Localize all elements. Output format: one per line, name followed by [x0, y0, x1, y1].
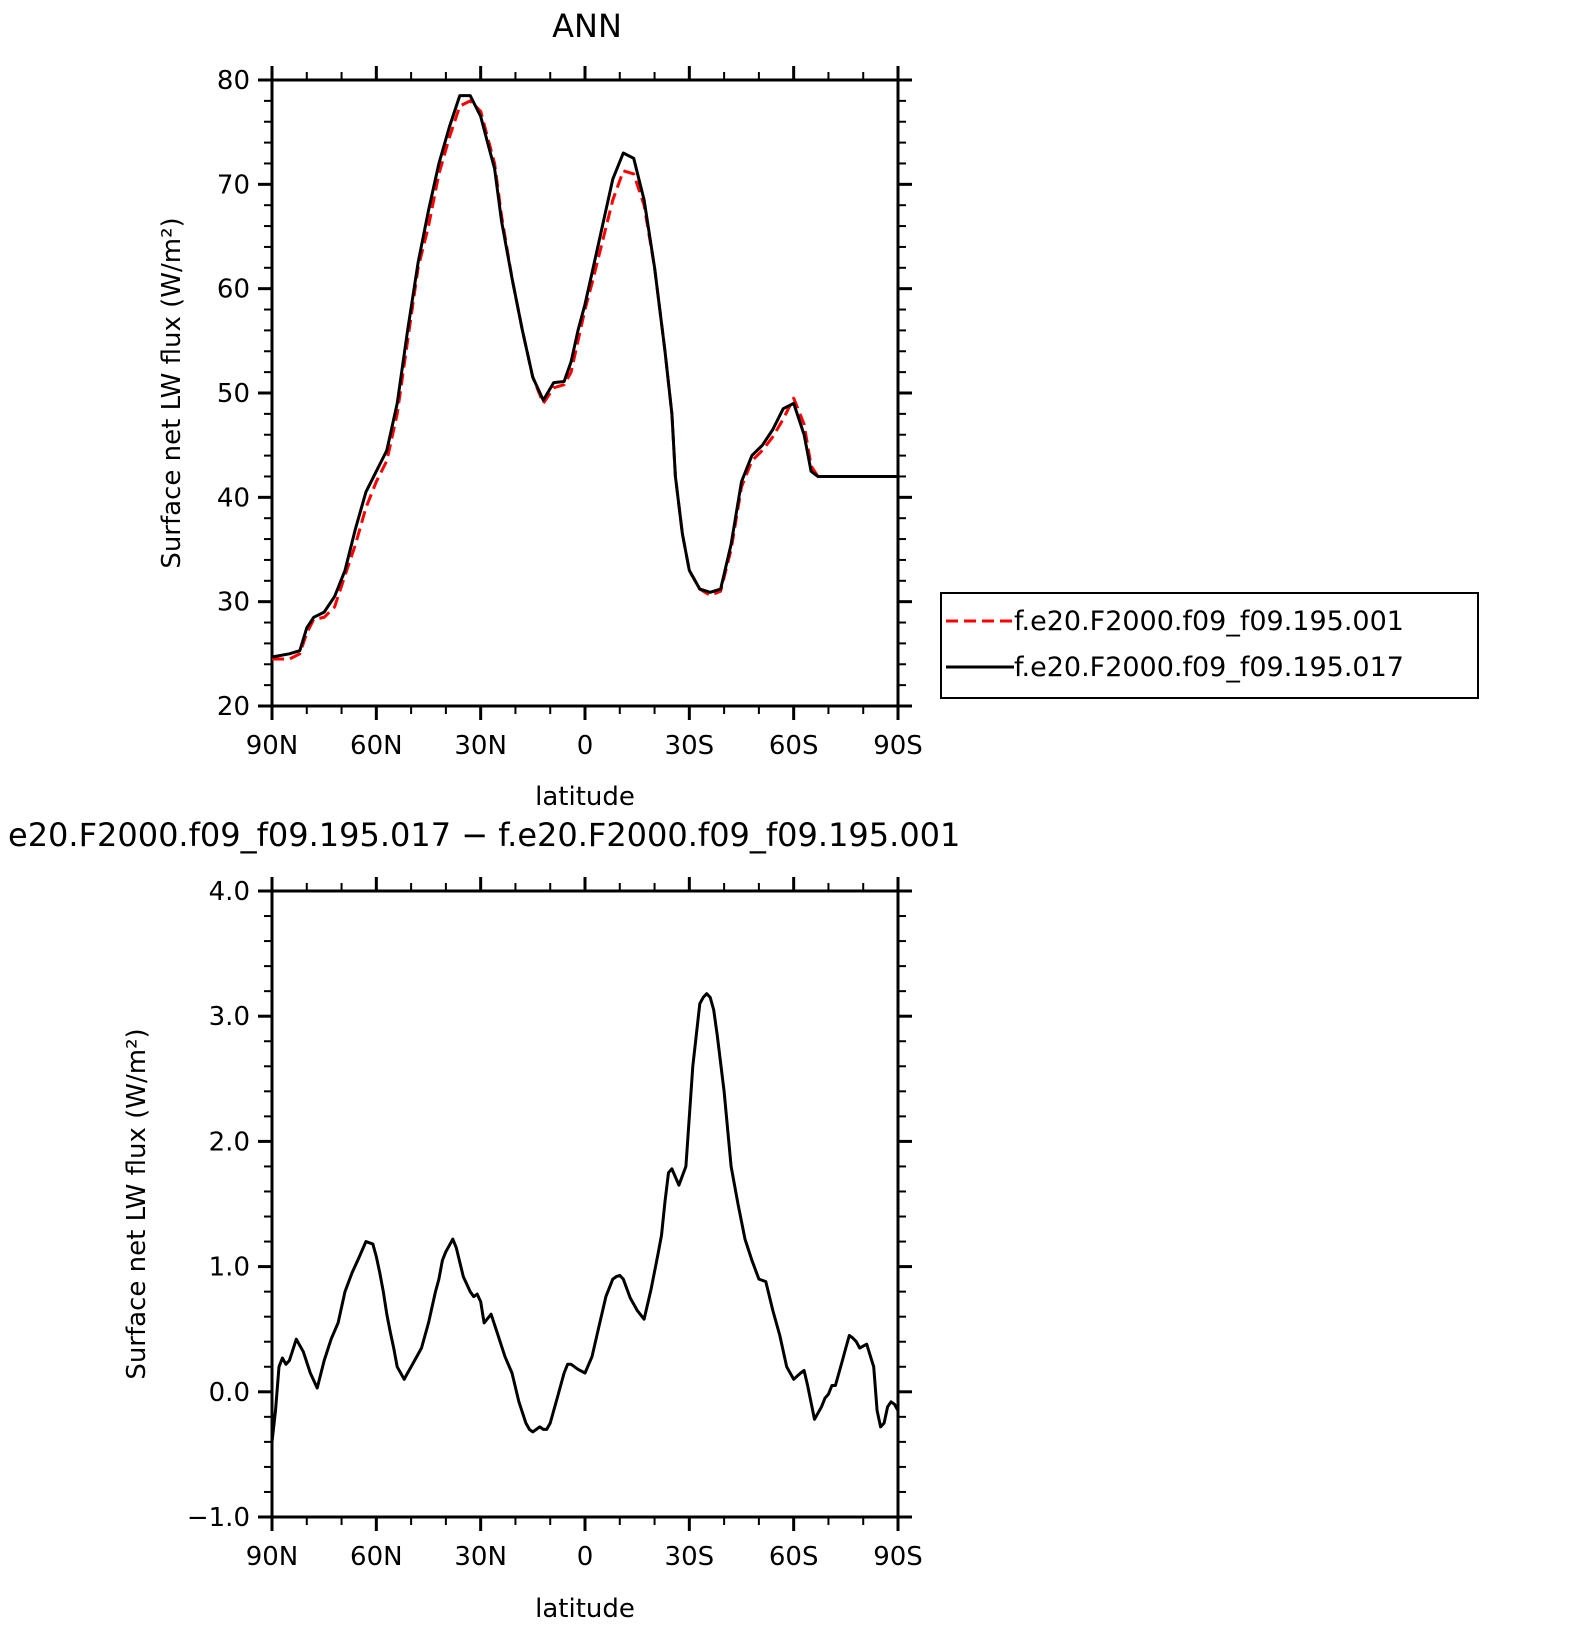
y-tick-label: 70: [217, 170, 250, 200]
x-tick-label: 90N: [246, 1542, 299, 1572]
bottom-plot-frame: [270, 889, 900, 1519]
top-x-tick-labels: 90N 60N 30N 0 30S 60S 90S: [246, 731, 923, 761]
top-y-axis-label: Surface net LW flux (W/m²): [157, 217, 187, 568]
y-tick-label: 2.0: [209, 1127, 250, 1157]
y-tick-label: 30: [217, 588, 250, 618]
bottom-chart: e20.F2000.f09_f09.195.017 − f.e20.F2000.…: [8, 816, 960, 1624]
series-line-1: [271, 94, 898, 659]
bottom-y-axis-label: Surface net LW flux (W/m²): [122, 1028, 152, 1379]
top-x-axis-label: latitude: [535, 782, 635, 812]
x-tick-label: 0: [577, 731, 594, 761]
y-tick-label: 0.0: [209, 1378, 250, 1408]
bottom-y-tick-labels: −1.0 0.0 1.0 2.0 3.0 4.0: [187, 877, 250, 1533]
x-tick-label: 30S: [665, 1542, 715, 1572]
y-tick-label: 80: [217, 66, 250, 96]
bottom-series: [270, 992, 900, 1443]
legend-box: [940, 592, 1479, 699]
x-tick-label: 60S: [769, 1542, 819, 1572]
x-tick-label: 60S: [769, 731, 819, 761]
legend-label-0: f.e20.F2000.f09_f09.195.001: [1014, 606, 1404, 637]
y-tick-label: 4.0: [209, 877, 250, 907]
x-tick-label: 0: [577, 1542, 594, 1572]
y-tick-label: 3.0: [209, 1002, 250, 1032]
x-tick-label: 30S: [665, 731, 715, 761]
y-tick-label: 50: [217, 379, 250, 409]
bottom-x-tick-labels: 90N 60N 30N 0 30S 60S 90S: [246, 1542, 923, 1572]
bottom-ticks: [258, 877, 912, 1531]
x-tick-label: 90N: [246, 731, 299, 761]
x-tick-label: 60N: [350, 1542, 403, 1572]
y-tick-label: 60: [217, 275, 250, 305]
series-line-0: [272, 99, 898, 661]
y-tick-label: 20: [217, 692, 250, 722]
y-tick-label: −1.0: [187, 1503, 250, 1533]
top-chart: ANN 90N 60N 30N 0 30S 60S 90S 20 30 40 50 60 70 80 l…: [157, 7, 1479, 812]
x-tick-label: 30N: [454, 731, 507, 761]
bottom-x-axis-label: latitude: [535, 1594, 635, 1624]
y-tick-label: 40: [217, 483, 250, 513]
y-tick-label: 1.0: [209, 1253, 250, 1283]
top-ticks: [258, 66, 912, 720]
x-tick-label: 90S: [873, 731, 923, 761]
top-y-tick-labels: 20 30 40 50 60 70 80: [217, 66, 250, 722]
legend-label-1: f.e20.F2000.f09_f09.195.017: [1014, 652, 1404, 683]
x-tick-label: 90S: [873, 1542, 923, 1572]
top-series: [271, 94, 898, 661]
x-tick-label: 60N: [350, 731, 403, 761]
bottom-chart-title: e20.F2000.f09_f09.195.017 − f.e20.F2000.…: [8, 816, 960, 854]
x-tick-label: 30N: [454, 1542, 507, 1572]
series-line-0: [270, 992, 900, 1443]
legend: f.e20.F2000.f09_f09.195.001 f.e20.F2000.…: [940, 592, 1479, 699]
top-plot-frame: [270, 78, 900, 708]
top-chart-title: ANN: [552, 7, 622, 45]
